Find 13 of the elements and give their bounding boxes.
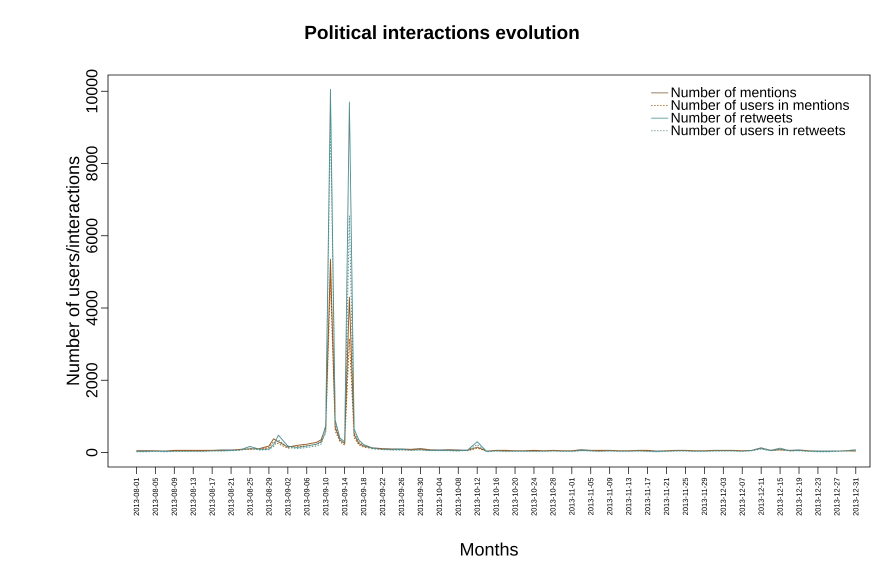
y-tick-label: 4000 xyxy=(86,290,98,326)
x-axis-title: Months xyxy=(460,542,518,556)
y-tick-label: 6000 xyxy=(86,218,98,253)
legend-label: Number of retweets xyxy=(672,112,792,123)
legend-label: Number of users in mentions xyxy=(672,100,850,110)
chart-title: Political interactions evolution xyxy=(306,25,579,40)
y-tick-label: 8000 xyxy=(86,146,98,181)
y-tick-label: 2000 xyxy=(86,363,98,398)
y-tick-label: 0 xyxy=(86,448,98,456)
legend-label: Number of mentions xyxy=(672,87,796,98)
y-tick-label: 10000 xyxy=(86,70,98,112)
y-axis-title: Number of users/interactions xyxy=(66,156,80,385)
legend-label: Number of users in retweets xyxy=(672,124,846,136)
